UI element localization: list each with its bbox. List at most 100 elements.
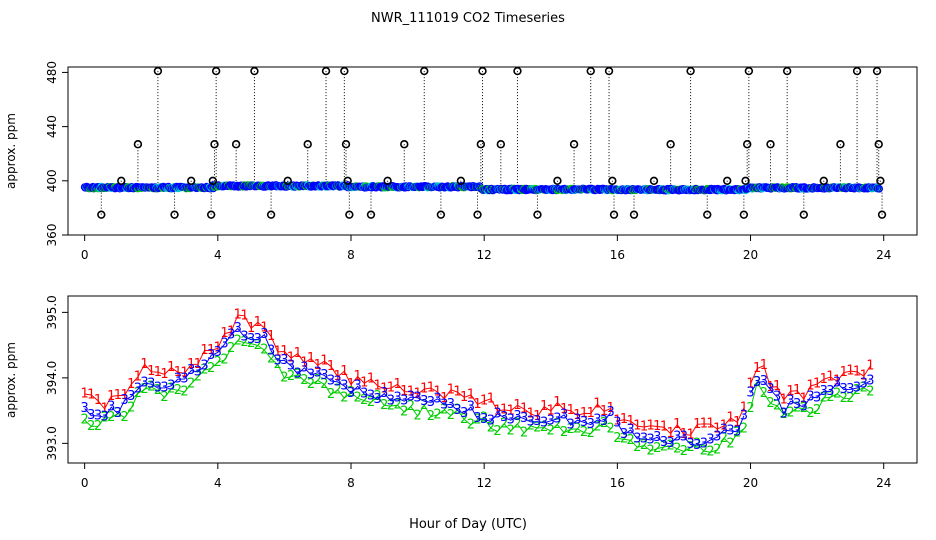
- series-1-point: 1: [686, 428, 694, 443]
- series-3-point: 3: [733, 424, 741, 439]
- series-3-point: 3: [200, 359, 208, 374]
- series-3-point: 3: [114, 406, 122, 421]
- series-3-point: 3: [686, 437, 694, 452]
- bottom-x-tick-label: 0: [81, 476, 89, 490]
- series-2-point: 2: [267, 351, 275, 366]
- outlier-point: [766, 140, 775, 149]
- series-1-point: 1: [274, 344, 282, 359]
- series-3-point: 3: [640, 431, 648, 446]
- series-1-point: 1: [267, 329, 275, 344]
- series-2-point: 2: [167, 381, 175, 396]
- outlier-point: [874, 140, 883, 149]
- series-2-point: 2: [833, 387, 841, 402]
- outlier-point: [744, 66, 754, 76]
- series-1-point: 1: [367, 372, 375, 387]
- series-1-point: 1: [826, 370, 834, 385]
- top-plot-data: [80, 66, 887, 219]
- series-3-point: 3: [220, 337, 228, 352]
- series-1-point: 1: [227, 324, 235, 339]
- series-2-point: 2: [100, 410, 108, 425]
- series-2-point: 2: [786, 406, 794, 421]
- series-1-point: 1: [613, 414, 621, 429]
- series-3-point: 3: [247, 332, 255, 347]
- series-1-point: 1: [706, 417, 714, 432]
- series-3-point: 3: [320, 368, 328, 383]
- series-1-point: 1: [806, 378, 814, 393]
- series-3-point: 3: [540, 415, 548, 430]
- series-1-point: 1: [853, 364, 861, 379]
- top-x-tick-label: 8: [347, 248, 355, 262]
- series-3-point: 3: [180, 371, 188, 386]
- series-1-point: 1: [407, 384, 415, 399]
- series-2-point: 2: [680, 444, 688, 459]
- bottom-plot-frame: [67, 295, 918, 464]
- series-1-point: 1: [393, 377, 401, 392]
- series-2-point: 2: [180, 384, 188, 399]
- series-3-point: 3: [194, 364, 202, 379]
- bottom-x-tick-label: 16: [610, 476, 625, 490]
- series-2-point: 2: [547, 423, 555, 438]
- outlier-point: [211, 66, 221, 76]
- series-3-point: 3: [87, 408, 95, 423]
- series-1-point: 1: [753, 361, 761, 376]
- series-3-point: 3: [413, 390, 421, 405]
- series-2-point: 2: [567, 422, 575, 437]
- series-1-point: 1: [553, 395, 561, 410]
- series-3-point: 3: [846, 382, 854, 397]
- series-3-point: 3: [400, 394, 408, 409]
- series-1-point: 1: [493, 403, 501, 418]
- outlier-point: [186, 176, 196, 186]
- series-1-point: 1: [147, 364, 155, 379]
- series-1-point: 1: [766, 380, 774, 395]
- outlier-point: [741, 176, 750, 186]
- series-3-point: 3: [227, 327, 235, 342]
- series-3-point: 3: [373, 392, 381, 407]
- series-3-point: 3: [700, 436, 708, 451]
- series-1-point: 1: [140, 357, 148, 372]
- series-1-point: 1: [567, 403, 575, 418]
- series-3-point: 3: [94, 408, 102, 423]
- series-3-point: 3: [600, 414, 608, 429]
- series-1-point: 1: [347, 377, 355, 392]
- series-2-point: 2: [127, 401, 135, 416]
- series-3-point: 3: [460, 406, 468, 421]
- series-2-point: 2: [94, 419, 102, 434]
- series-3-point: 3: [833, 375, 841, 390]
- series-2-point: 2: [307, 377, 315, 392]
- outlier-point: [604, 66, 614, 76]
- bottom-x-tick-label: 24: [876, 476, 891, 490]
- series-2-point: 2: [627, 433, 635, 448]
- series-1-point: 1: [666, 426, 674, 441]
- series-1-point: 1: [580, 406, 588, 421]
- outlier-point: [819, 176, 828, 186]
- series-3-point: 3: [340, 378, 348, 393]
- outlier-point: [666, 140, 675, 149]
- series-3-point: 3: [360, 387, 368, 402]
- series-1-point: 1: [214, 341, 222, 356]
- series-3-point: 3: [81, 401, 89, 416]
- series-1-point: 1: [460, 390, 468, 405]
- outlier-point: [345, 210, 354, 219]
- bottom-x-tick-label: 8: [347, 476, 355, 490]
- series-3-point: 3: [380, 386, 388, 401]
- series-3-point: 3: [840, 382, 848, 397]
- series-1-point: 1: [200, 343, 208, 358]
- series-3-point: 3: [726, 423, 734, 438]
- series-3-point: 3: [447, 397, 455, 412]
- outlier-point: [739, 210, 749, 219]
- series-3-point: 3: [254, 332, 262, 347]
- series-2-point: 2: [287, 369, 295, 384]
- series-3-point: 3: [407, 390, 415, 405]
- series-2-point: 2: [147, 379, 155, 394]
- series-1-point: 1: [467, 387, 475, 402]
- series-1-point: 1: [647, 418, 655, 433]
- outlier-point: [872, 66, 882, 76]
- series-2-point: 2: [760, 386, 768, 401]
- series-2-point: 2: [107, 410, 115, 425]
- series-2-point: 2: [533, 420, 541, 435]
- series-1-point: 1: [733, 415, 741, 430]
- series-2-point: 2: [214, 355, 222, 370]
- series-1-point: 1: [400, 384, 408, 399]
- series-1-point: 1: [633, 419, 641, 434]
- series-1-point: 1: [420, 382, 428, 397]
